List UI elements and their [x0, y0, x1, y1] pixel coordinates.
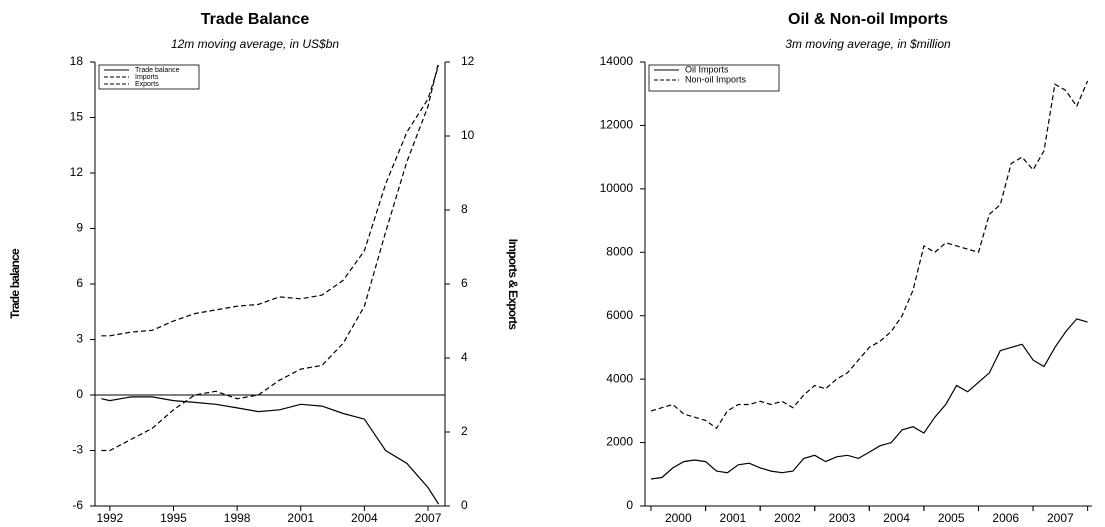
y-tick-label: 12	[70, 165, 84, 179]
chart-subtitle: 12m moving average, in US$bn	[171, 37, 339, 51]
y-tick-label: 8000	[606, 244, 633, 258]
y-tick-label: 6000	[606, 308, 633, 322]
legend-label: Trade balance	[135, 67, 180, 74]
series-line	[101, 396, 440, 505]
chart-subtitle: 3m moving average, in $million	[785, 37, 951, 51]
x-tick-label: 2002	[774, 511, 801, 525]
y2-tick-label: 8	[461, 202, 468, 216]
y-tick-label: 15	[70, 110, 84, 124]
y-tick-label: 3	[76, 332, 83, 346]
x-tick-label: 2001	[720, 511, 747, 525]
y-tick-label: 14000	[600, 54, 634, 68]
y-tick-label: 6	[76, 276, 83, 290]
x-tick-label: 1998	[224, 511, 251, 525]
chart-title: Trade Balance	[201, 11, 310, 28]
y2-tick-label: 0	[461, 498, 468, 512]
y-tick-label: 9	[76, 221, 83, 235]
y-tick-label: -6	[72, 498, 83, 512]
x-tick-label: 2004	[351, 511, 378, 525]
y2-tick-label: 10	[461, 128, 475, 142]
y-tick-label: 2000	[606, 435, 633, 449]
y-tick-label: 0	[76, 387, 83, 401]
x-tick-label: 2003	[829, 511, 856, 525]
y2-tick-label: 2	[461, 424, 468, 438]
y-tick-label: 4000	[606, 371, 633, 385]
y-axis-label: Trade balance	[8, 248, 22, 319]
series-line	[650, 80, 1089, 430]
y2-tick-label: 4	[461, 350, 468, 364]
y-tick-label: 18	[70, 54, 84, 68]
y2-axis-label: Imports & Exports	[506, 239, 520, 331]
legend-box	[98, 64, 200, 90]
y-tick-label: 0	[626, 498, 633, 512]
x-tick-label: 2007	[415, 511, 442, 525]
x-tick-label: 2005	[938, 511, 965, 525]
y-tick-label: 12000	[600, 118, 634, 132]
x-tick-label: 2006	[992, 511, 1019, 525]
legend-label: Oil Imports	[685, 64, 729, 74]
y-tick-label: -3	[72, 443, 83, 457]
series-line	[101, 61, 440, 452]
legend-label: Exports	[135, 81, 159, 88]
legend-label: Non-oil Imports	[685, 74, 747, 84]
x-tick-label: 2004	[883, 511, 910, 525]
y2-tick-label: 6	[461, 276, 468, 290]
x-tick-label: 2000	[665, 511, 692, 525]
x-tick-label: 1995	[160, 511, 187, 525]
legend-box	[648, 64, 780, 92]
y-tick-label: 10000	[600, 181, 634, 195]
x-tick-label: 2001	[287, 511, 314, 525]
y2-tick-label: 12	[461, 54, 475, 68]
chart-title: Oil & Non-oil Imports	[788, 11, 948, 28]
legend-label: Imports	[135, 74, 159, 81]
series-line	[101, 65, 440, 337]
x-tick-label: 2007	[1047, 511, 1074, 525]
x-tick-label: 1992	[96, 511, 123, 525]
series-line	[650, 318, 1088, 480]
